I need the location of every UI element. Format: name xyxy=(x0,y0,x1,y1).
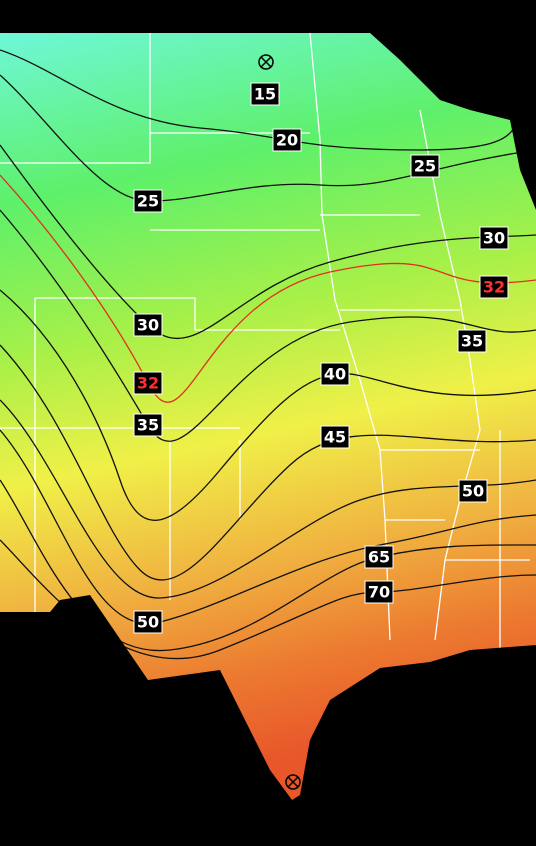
contour-label: 25 xyxy=(414,157,436,176)
contour-label: 65 xyxy=(368,548,390,567)
gulf xyxy=(0,595,536,846)
label-box xyxy=(364,580,394,604)
label-box xyxy=(133,371,163,395)
label-box xyxy=(250,82,280,106)
contour-label: 50 xyxy=(137,613,159,632)
label-box xyxy=(133,610,163,634)
contour-labels: 15 20 25 25 30 30 32 32 35 35 40 45 50 50 65 70 xyxy=(133,82,509,634)
label-box xyxy=(458,479,488,503)
label-box xyxy=(133,189,163,213)
contour-label: 32 xyxy=(483,278,505,297)
great-lakes xyxy=(370,33,536,210)
contour-label: 35 xyxy=(461,332,483,351)
contour-label: 40 xyxy=(324,365,346,384)
freezing-contour xyxy=(0,174,536,403)
label-box xyxy=(133,413,163,437)
label-box xyxy=(457,329,487,353)
contour-label: 32 xyxy=(137,374,159,393)
contour-label: 30 xyxy=(483,229,505,248)
state-borders xyxy=(0,32,530,650)
contour-label: 35 xyxy=(137,416,159,435)
contour-label: 15 xyxy=(254,85,276,104)
contour-label: 50 xyxy=(462,482,484,501)
contour-label: 20 xyxy=(276,131,298,150)
label-box xyxy=(320,362,350,386)
contour-label: 30 xyxy=(137,316,159,335)
station-markers xyxy=(258,54,301,790)
label-box xyxy=(479,275,509,299)
label-box xyxy=(479,226,509,250)
label-box xyxy=(272,128,302,152)
contour-label: 45 xyxy=(324,428,346,447)
label-box xyxy=(410,154,440,178)
contour-label: 25 xyxy=(137,192,159,211)
contour-label: 70 xyxy=(368,583,390,602)
label-box xyxy=(133,313,163,337)
label-box xyxy=(320,425,350,449)
label-box xyxy=(364,545,394,569)
